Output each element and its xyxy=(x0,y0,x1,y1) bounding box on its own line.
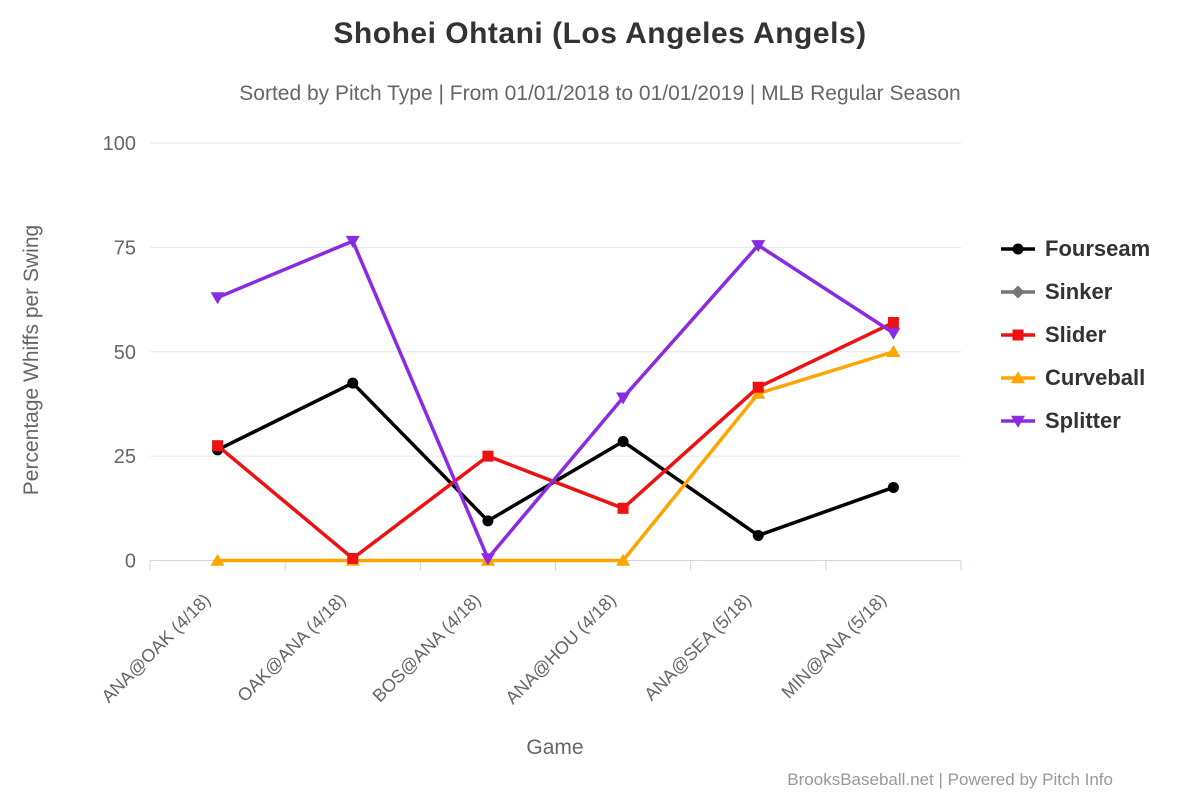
x-axis-title: Game xyxy=(526,736,584,759)
slider-point[interactable] xyxy=(617,502,629,514)
legend-item-label: Fourseam xyxy=(1045,235,1151,261)
legend-item-label: Slider xyxy=(1045,321,1107,347)
slider-point[interactable] xyxy=(482,450,494,462)
legend-item-label: Curveball xyxy=(1045,364,1146,390)
splitter-point[interactable] xyxy=(480,553,495,566)
x-tick-label: ANA@OAK (4/18) xyxy=(98,590,215,707)
legend-item-label: Splitter xyxy=(1045,407,1121,433)
fourseam-point[interactable] xyxy=(887,481,899,493)
fourseam-point[interactable] xyxy=(482,515,494,527)
y-tick-label: 50 xyxy=(114,342,136,364)
legend-item-slider[interactable]: Slider xyxy=(1000,313,1150,356)
x-tick-label: ANA@SEA (5/18) xyxy=(640,590,755,705)
splitter-point[interactable] xyxy=(616,392,631,405)
chart-title: Shohei Ohtani (Los Angeles Angels) xyxy=(333,17,867,50)
curveball-point[interactable] xyxy=(886,344,901,357)
fourseam-series-line xyxy=(215,381,896,538)
circle-marker-glyph xyxy=(1012,243,1024,254)
y-tick-label: 100 xyxy=(103,133,136,155)
splitter-point[interactable] xyxy=(886,327,901,340)
square-marker-icon xyxy=(1001,329,1035,340)
triangle-down-marker-glyph xyxy=(1011,415,1025,428)
curveball-series-line xyxy=(215,350,896,563)
legend-item-splitter[interactable]: Splitter xyxy=(1000,399,1150,442)
circle-marker-icon xyxy=(1001,243,1035,254)
splitter-point[interactable] xyxy=(345,235,360,248)
y-tick-label: 25 xyxy=(114,446,136,468)
slider-point[interactable] xyxy=(887,317,899,329)
y-tick-label: 0 xyxy=(125,551,136,573)
fourseam-point[interactable] xyxy=(347,377,359,389)
y-tick-label: 75 xyxy=(114,237,136,259)
y-axis-title: Percentage Whiffs per Swing xyxy=(20,224,43,496)
curveball-point[interactable] xyxy=(616,553,631,566)
x-tick-label: OAK@ANA (4/18) xyxy=(233,590,349,706)
triangle-up-marker-icon xyxy=(1001,370,1035,383)
chart-subtitle: Sorted by Pitch Type | From 01/01/2018 t… xyxy=(239,82,961,105)
diamond-marker-glyph xyxy=(1011,285,1025,298)
triangle-down-marker-icon xyxy=(1001,415,1035,428)
x-tick-label: MIN@ANA (5/18) xyxy=(778,590,891,703)
legend-item-sinker[interactable]: Sinker xyxy=(1000,270,1150,313)
legend-item-fourseam[interactable]: Fourseam xyxy=(1000,227,1150,270)
slider-point[interactable] xyxy=(752,381,764,393)
x-tick-label: ANA@HOU (4/18) xyxy=(502,590,620,708)
splitter-point[interactable] xyxy=(210,292,225,305)
fourseam-point[interactable] xyxy=(752,529,764,541)
slider-point[interactable] xyxy=(212,440,224,452)
legend-item-label: Sinker xyxy=(1045,278,1113,304)
slider-point[interactable] xyxy=(347,552,359,564)
credits-link[interactable]: BrooksBaseball.net | Powered by Pitch In… xyxy=(787,770,1113,789)
x-tick-label: BOS@ANA (4/18) xyxy=(369,590,485,706)
splitter-series-line xyxy=(215,239,896,561)
legend: Fourseam Sinker Slider Curveball Splitter xyxy=(1000,227,1150,442)
diamond-marker-icon xyxy=(1001,285,1035,298)
triangle-up-marker-glyph xyxy=(1011,370,1025,383)
splitter-point[interactable] xyxy=(751,240,766,253)
slider-series-line xyxy=(215,320,896,561)
curveball-point[interactable] xyxy=(210,553,225,566)
fourseam-point[interactable] xyxy=(617,436,629,448)
square-marker-glyph xyxy=(1012,329,1024,340)
legend-item-curveball[interactable]: Curveball xyxy=(1000,356,1150,399)
